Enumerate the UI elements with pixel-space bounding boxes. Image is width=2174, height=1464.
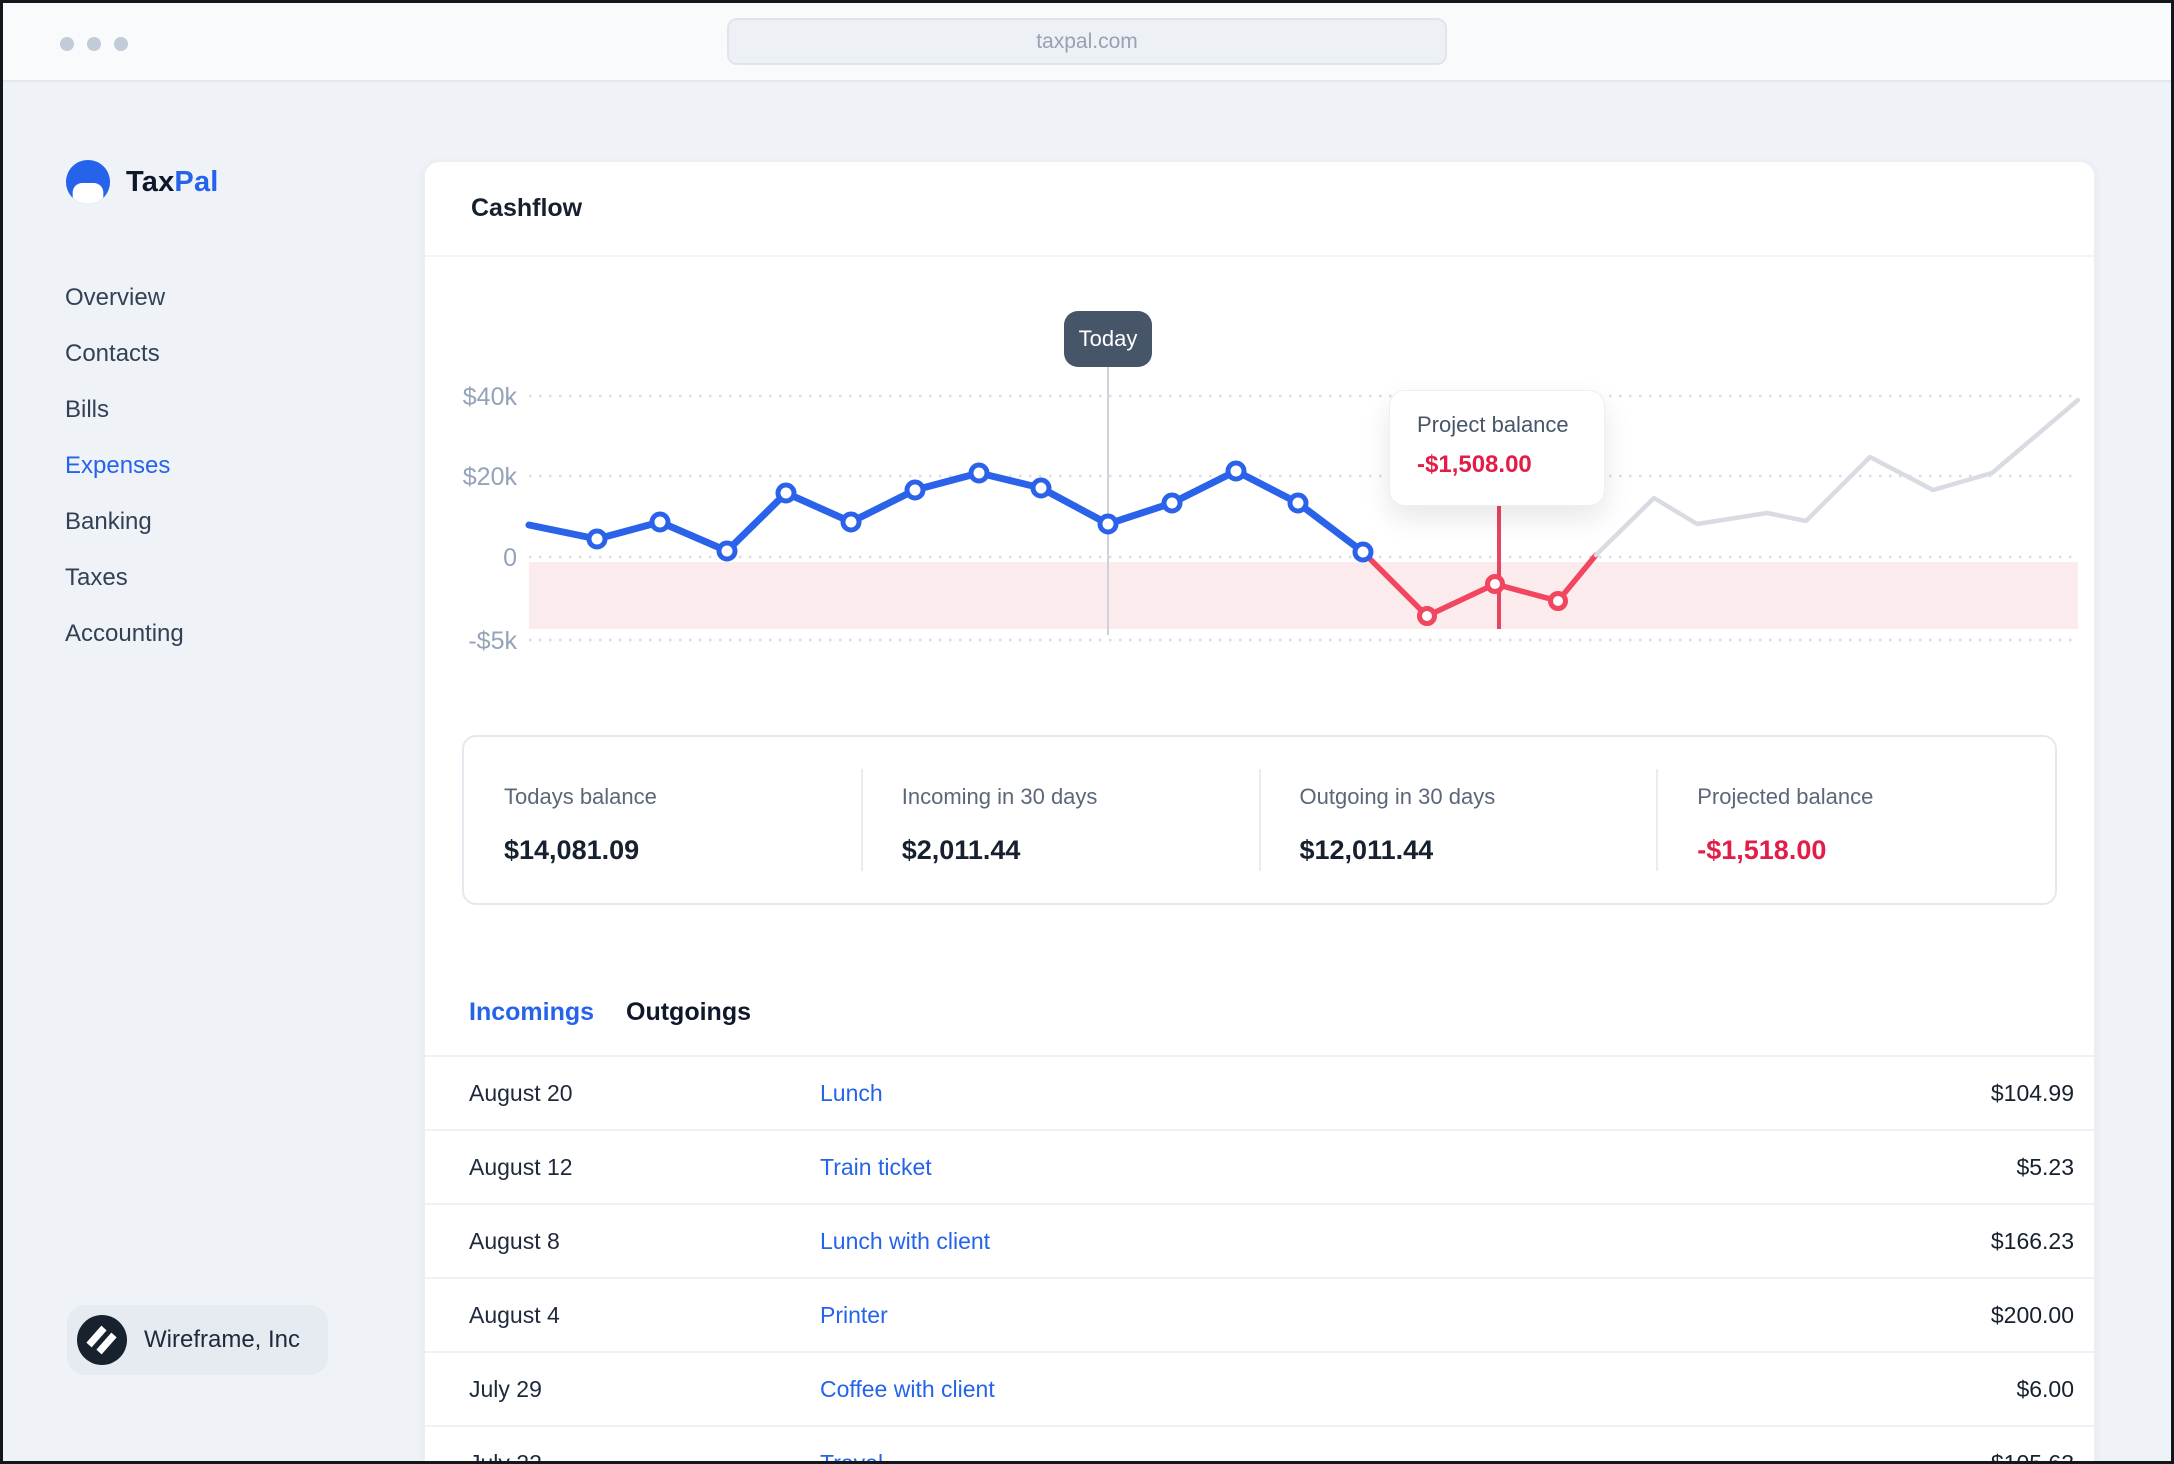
sidebar-item-banking[interactable]: Banking (65, 508, 152, 535)
stat-value: $2,011.44 (901, 835, 1021, 865)
transaction-link[interactable]: Train ticket (820, 1153, 932, 1180)
window-control-dot[interactable] (60, 37, 74, 51)
stat-outgoing-30-days: Outgoing in 30 days $12,011.44 (1258, 737, 1658, 903)
sidebar-item-accounting[interactable]: Accounting (65, 620, 184, 647)
tooltip-label: Project balance (1417, 412, 1569, 437)
table-row: August 8 Lunch with client $166.23 (425, 1203, 2094, 1277)
transaction-amount: $200.00 (1990, 1301, 2074, 1328)
data-point-marker (649, 511, 671, 533)
stat-label: Projected balance (1697, 784, 1874, 809)
cashflow-chart-section: $40k $20k 0 -$5k Today Project balance -$1,… (425, 257, 2094, 735)
window-control-dot[interactable] (87, 37, 101, 51)
tab-incomings[interactable]: Incomings (469, 998, 595, 1026)
transactions-tabs: Incomings Outgoings (469, 998, 2094, 1027)
transactions-table: August 20 Lunch $104.99 August 12 Train … (425, 1055, 2094, 1461)
organization-avatar-icon (77, 1315, 127, 1365)
sidebar-item-expenses[interactable]: Expenses (65, 452, 171, 479)
transaction-date: July 29 (469, 1375, 542, 1402)
table-row: July 22 Travel $105.63 (425, 1425, 2094, 1461)
transaction-date: August 12 (469, 1153, 573, 1180)
transaction-link[interactable]: Lunch (820, 1079, 883, 1106)
data-point-marker (775, 482, 797, 504)
transaction-amount: $166.23 (1990, 1227, 2074, 1254)
data-point-marker (840, 511, 862, 533)
sidebar-item-overview[interactable]: Overview (65, 284, 166, 311)
table-row: August 20 Lunch $104.99 (425, 1055, 2094, 1129)
table-row: August 4 Printer $200.00 (425, 1277, 2094, 1351)
data-point-marker (1485, 574, 1505, 594)
y-axis-tick-label: -$5k (468, 627, 517, 655)
transaction-date: August 8 (469, 1227, 560, 1254)
transaction-date: July 22 (469, 1450, 820, 1462)
y-axis-tick-label: $20k (463, 463, 518, 491)
app-shell: TaxPal Overview Contacts Bills Expenses … (3, 82, 2171, 1461)
table-row: August 12 Train ticket $5.23 (425, 1129, 2094, 1203)
url-bar[interactable]: taxpal.com (727, 18, 1447, 65)
project-balance-tooltip: Project balance -$1,508.00 (1389, 390, 1605, 506)
data-point-marker (586, 528, 608, 550)
transaction-link[interactable]: Printer (820, 1301, 888, 1328)
transaction-link[interactable]: Travel (820, 1450, 1991, 1462)
cashflow-chart: $40k $20k 0 -$5k (463, 367, 2081, 655)
tooltip-value: -$1,508.00 (1417, 451, 1532, 478)
data-point-marker (1030, 477, 1052, 499)
series-projected (1593, 397, 2081, 558)
table-row: July 29 Coffee with client $6.00 (425, 1351, 2094, 1425)
browser-chrome: taxpal.com (3, 3, 2171, 82)
sidebar-item-contacts[interactable]: Contacts (65, 340, 160, 367)
series-history (525, 467, 1367, 556)
taxpal-logo-icon (65, 159, 111, 205)
card-header: Cashflow (425, 162, 2094, 257)
organization-name: Wireframe, Inc (144, 1326, 301, 1353)
organization-switcher[interactable]: Wireframe, Inc (67, 1305, 329, 1375)
transaction-link[interactable]: Lunch with client (820, 1227, 991, 1254)
brand-name: TaxPal (126, 165, 219, 198)
transaction-amount: $6.00 (2016, 1375, 2074, 1402)
today-badge-label: Today (1078, 326, 1138, 351)
main-content: Cashflow $40k $20k 0 -$5k Today Project bal… (423, 82, 2171, 1461)
stat-value: $14,081.09 (504, 835, 640, 865)
today-badge: Today (1064, 311, 1152, 367)
sidebar: TaxPal Overview Contacts Bills Expenses … (3, 82, 423, 1461)
transaction-amount: $5.23 (2016, 1153, 2074, 1180)
sidebar-item-taxes[interactable]: Taxes (65, 564, 128, 591)
data-point-marker (1161, 492, 1183, 514)
data-point-marker (716, 540, 738, 562)
negative-zone-band (529, 562, 2078, 629)
data-point-marker (1548, 591, 1568, 611)
brand[interactable]: TaxPal (65, 159, 423, 205)
window-controls[interactable] (60, 37, 128, 51)
stat-label: Todays balance (504, 784, 657, 809)
stat-value: -$1,518.00 (1697, 835, 1827, 865)
tab-outgoings[interactable]: Outgoings (626, 998, 751, 1026)
stat-value: $12,011.44 (1299, 835, 1434, 865)
transaction-date: August 20 (469, 1079, 573, 1106)
y-axis-tick-label: $40k (463, 383, 518, 411)
data-point-marker (1417, 606, 1437, 626)
data-point-marker (1287, 492, 1309, 514)
stat-label: Outgoing in 30 days (1299, 784, 1496, 809)
stat-projected-balance: Projected balance -$1,518.00 (1656, 737, 2055, 903)
data-point-marker (968, 462, 990, 484)
stats-summary: Todays balance $14,081.09 Incoming in 30… (462, 735, 2057, 905)
transaction-amount: $105.63 (1991, 1450, 2074, 1462)
transaction-date: August 4 (469, 1301, 560, 1328)
window-control-dot[interactable] (114, 37, 128, 51)
url-text: taxpal.com (1036, 29, 1138, 53)
y-axis-tick-label: 0 (503, 544, 517, 572)
stat-label: Incoming in 30 days (901, 784, 1098, 809)
stat-incoming-30-days: Incoming in 30 days $2,011.44 (860, 737, 1260, 903)
transaction-amount: $104.99 (1990, 1079, 2074, 1106)
sidebar-nav: Overview Contacts Bills Expenses Banking… (65, 283, 423, 649)
data-point-marker (1097, 513, 1119, 535)
page-title: Cashflow (471, 194, 583, 222)
cashflow-card: Cashflow $40k $20k 0 -$5k Today Project bal… (423, 160, 2096, 1461)
data-point-marker (1225, 460, 1247, 482)
stat-todays-balance: Todays balance $14,081.09 (464, 737, 862, 903)
transaction-link[interactable]: Coffee with client (820, 1375, 995, 1402)
sidebar-item-bills[interactable]: Bills (65, 396, 110, 423)
data-point-marker (1352, 541, 1374, 563)
data-point-marker (904, 479, 926, 501)
